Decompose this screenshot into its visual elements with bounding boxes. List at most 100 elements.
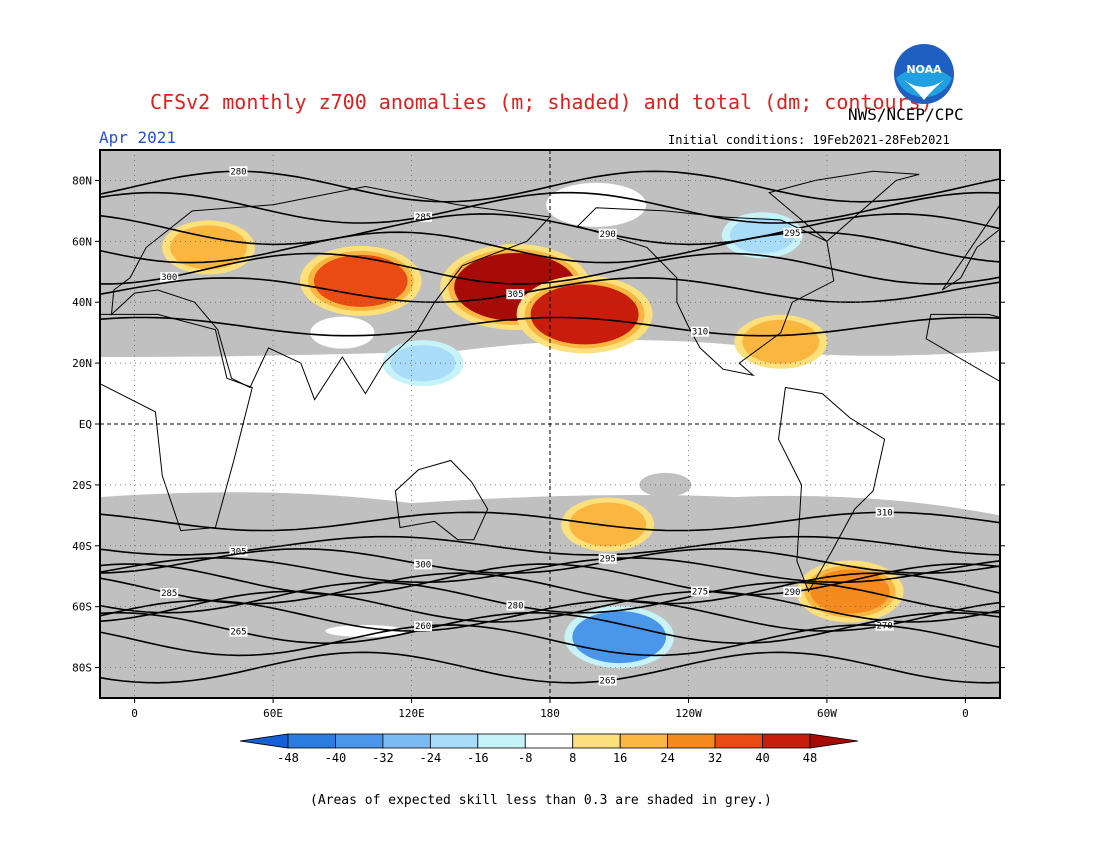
contour-label-bg [160,588,179,599]
contour-label: 310 [692,328,708,338]
colorbar-label: -40 [325,751,347,765]
colorbar-label: -16 [467,751,489,765]
colorbar-swatch [429,733,479,749]
colorbar-label: 40 [755,751,769,765]
contour-label: 305 [230,547,246,557]
contour-label-bg [506,289,525,300]
anomaly-core [176,229,241,266]
lon-label: 60W [817,707,837,720]
height-contour [100,316,1000,337]
agency-label: NWS/NCEP/CPC [848,105,964,124]
contour-label-bg [414,621,433,632]
lat-label: 20S [72,479,92,492]
contour-label: 285 [161,589,177,599]
colorbar-label: -48 [277,751,299,765]
colorbar-label: 16 [613,751,627,765]
map-area: 280 285 290 295 300 305 310 310 305 300 295 290 285 2… [100,150,1000,698]
lat-label: 40N [72,296,92,309]
lon-label: 120E [398,707,425,720]
contour-label-bg [414,211,433,222]
coastline [925,313,1000,382]
contour-label-bg [506,600,525,611]
skill-gap [310,316,375,349]
height-contour [100,581,1000,614]
noaa-logo-text: NOAA [906,63,942,76]
contour-label-bg [783,227,802,238]
colorbar-arrow-high [809,733,859,749]
colorbar-swatch [477,733,526,749]
anomaly-core [313,254,408,307]
anomaly-core [729,217,795,254]
anomaly-core [530,284,639,345]
coastline [777,386,886,593]
contour-label-bg [414,559,433,570]
contour-label: 295 [600,555,616,565]
coastline [941,204,1000,291]
height-contour [100,252,1000,285]
colorbar-label: -32 [372,751,394,765]
skill-gap [325,625,406,638]
skill-mask-south [100,492,1000,698]
contour-label: 305 [507,290,523,300]
colorbar-swatch [619,733,669,749]
colorbar-label: 48 [803,751,817,765]
chart-title: CFSv2 monthly z700 anomalies (m; shaded)… [150,90,933,114]
lon-label: 60E [263,707,283,720]
contour-label-bg [229,166,248,177]
lon-label: 0 [962,707,969,720]
lat-label: EQ [79,418,92,431]
anomaly-core [748,323,814,360]
contour-label-bg [875,507,894,518]
lat-label: 80N [72,174,92,187]
contour-label-bg [229,546,248,557]
contour-label: 290 [784,588,800,598]
contour-label: 265 [230,628,246,638]
contour-label: 270 [876,622,892,632]
lat-label: 20N [72,357,92,370]
colorbar-swatch [524,733,574,749]
coastline [110,185,552,401]
initial-conditions: Initial conditions: 19Feb2021-28Feb2021 [668,133,950,147]
colorbar-label: -24 [420,751,442,765]
contour-label-bg [598,553,617,564]
contour-label: 310 [876,508,892,518]
colorbar-arrow-low [239,733,289,749]
contour-label-bg [160,272,179,283]
contour-label-bg [229,626,248,637]
coastline [394,459,489,541]
contour-label: 280 [230,167,246,177]
colorbar-swatch [762,733,811,749]
contour-label-bg [783,586,802,597]
forecast-month: Apr 2021 [99,128,177,147]
footnote: (Areas of expected skill less than 0.3 a… [310,793,772,808]
contour-label: 265 [600,676,616,686]
colorbar-swatch [572,733,621,749]
colorbar-swatch [667,733,716,749]
lon-label: 180 [540,707,560,720]
contour-label: 275 [692,587,708,597]
contour-label: 290 [600,230,616,240]
anomaly-core [390,345,456,382]
contour-label: 285 [415,213,431,223]
colorbar-swatch [335,733,384,749]
anomaly-core [575,506,641,543]
colorbar-label: 32 [708,751,722,765]
lat-label: 40S [72,540,92,553]
contour-label-bg [691,586,709,597]
noaa-logo-icon: NOAA [894,44,954,104]
height-contour [100,624,1000,657]
height-contour [100,590,1000,623]
lon-label: 120W [675,707,702,720]
contour-label: 300 [415,560,431,570]
lat-label: 60N [72,235,92,248]
colorbar-swatch [714,733,763,749]
lon-label: 0 [131,707,138,720]
colorbar-swatch [382,733,431,749]
contour-label-bg [598,675,617,686]
lat-label: 60S [72,601,92,614]
colorbar-label: 8 [569,751,576,765]
colorbar-label: 24 [660,751,674,765]
skill-gap [546,182,647,227]
